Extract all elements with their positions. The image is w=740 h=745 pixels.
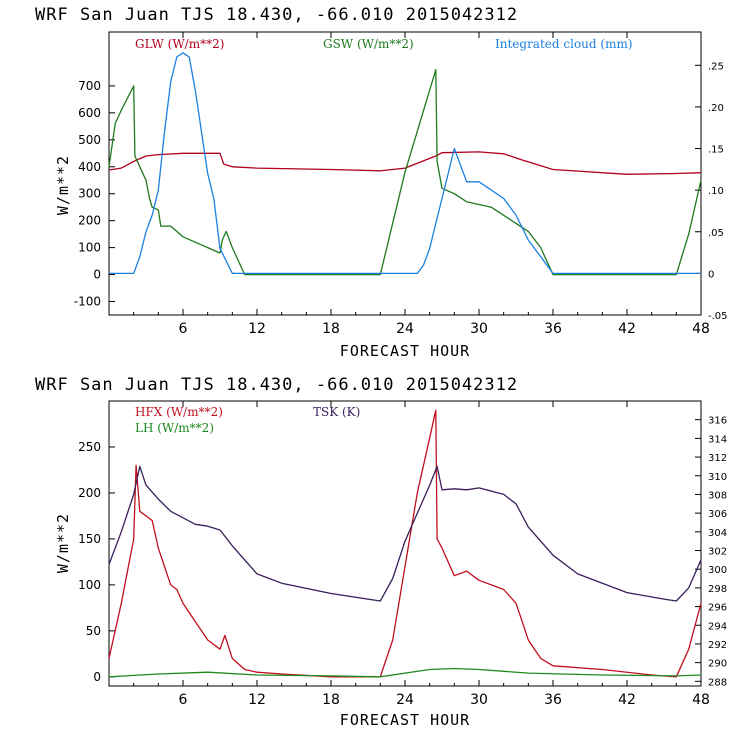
bottom-y-tick-label: 250 bbox=[78, 440, 101, 454]
bottom-plot-frame bbox=[108, 400, 702, 687]
top-plot-area: 6 12 18 24 30 36 42 48 -100 0 100 200 300 400 500 600 70… bbox=[74, 32, 728, 337]
top-x-tick-label: 24 bbox=[396, 321, 414, 337]
top-y2-tick-label: -.05 bbox=[708, 311, 728, 322]
panel-bottom: WRF San Juan TJS 18.430, -66.010 2015042… bbox=[35, 375, 727, 729]
bottom-y-tick-label: 100 bbox=[78, 578, 101, 592]
panel-top: WRF San Juan TJS 18.430, -66.010 2015042… bbox=[35, 5, 728, 360]
top-y2-tick-label: 0 bbox=[708, 269, 714, 280]
top-legend-entry-2: GSW (W/m**2) bbox=[323, 37, 414, 51]
bottom-y2-tick-label: 300 bbox=[708, 565, 727, 576]
top-y2-tick-label: .10 bbox=[708, 186, 724, 197]
top-y-tick-label: 500 bbox=[78, 133, 101, 147]
top-series-line-3 bbox=[109, 52, 701, 275]
bottom-y-tick-label: 50 bbox=[86, 624, 101, 638]
top-y-tick-label: 200 bbox=[78, 214, 101, 228]
top-x-tick-label: 42 bbox=[618, 321, 636, 337]
bottom-y-tick-label: 200 bbox=[78, 486, 101, 500]
bottom-x-tick-label: 42 bbox=[618, 692, 636, 708]
bottom-x-tick-label: 12 bbox=[248, 692, 266, 708]
top-x-tick-label: 48 bbox=[692, 321, 710, 337]
bottom-series-line-2 bbox=[108, 667, 702, 678]
top-x-tick-label: 6 bbox=[179, 321, 188, 337]
top-y-tick-label: 100 bbox=[78, 241, 101, 255]
top-x-tick-label: 36 bbox=[544, 321, 562, 337]
bottom-y2-tick-label: 298 bbox=[708, 584, 727, 595]
top-chart-title: WRF San Juan TJS 18.430, -66.010 2015042… bbox=[35, 5, 518, 25]
bottom-y2-tick-label: 312 bbox=[708, 453, 727, 464]
bottom-y2-tick-label: 308 bbox=[708, 490, 727, 501]
bottom-chart-title: WRF San Juan TJS 18.430, -66.010 2015042… bbox=[35, 375, 518, 395]
bottom-y2-tick-label: 310 bbox=[708, 472, 727, 483]
top-y-tick-label: -100 bbox=[74, 295, 101, 309]
bottom-y2-tick-label: 316 bbox=[708, 416, 727, 427]
bottom-legend-entry-1: HFX (W/m**2) bbox=[135, 405, 223, 419]
top-y-tick-label: 0 bbox=[93, 268, 101, 282]
top-y2-tick-label: .05 bbox=[708, 228, 724, 239]
bottom-y2-tick-label: 290 bbox=[708, 659, 727, 670]
top-y2-tick-label: .20 bbox=[708, 103, 724, 114]
top-y-axis-label: W/m**2 bbox=[54, 155, 72, 215]
top-x-tick-label: 12 bbox=[248, 321, 266, 337]
bottom-x-tick-label: 24 bbox=[396, 692, 414, 708]
top-legend-entry-3: Integrated cloud (mm) bbox=[495, 37, 633, 51]
bottom-y2-tick-label: 302 bbox=[708, 547, 727, 558]
bottom-y2-tick-label: 294 bbox=[708, 621, 727, 632]
bottom-y2-tick-label: 292 bbox=[708, 640, 727, 651]
bottom-plot-area: 6 12 18 24 30 36 42 48 0 50 100 150 200 250 288 290 292 2… bbox=[78, 401, 727, 708]
bottom-y2-tick-label: 304 bbox=[708, 528, 727, 539]
bottom-x-axis-label: FORECAST HOUR bbox=[340, 711, 470, 729]
bottom-legend-entry-3: TSK (K) bbox=[313, 405, 360, 419]
bottom-y2-tick-label: 296 bbox=[708, 603, 727, 614]
bottom-legend-entry-2: LH (W/m**2) bbox=[135, 421, 214, 435]
top-series-line-1 bbox=[108, 151, 702, 175]
top-y2-tick-label: .15 bbox=[708, 145, 724, 156]
top-legend-entry-1: GLW (W/m**2) bbox=[135, 37, 224, 51]
top-x-tick-label: 30 bbox=[470, 321, 488, 337]
top-series-line-2 bbox=[108, 69, 702, 276]
bottom-x-tick-label: 48 bbox=[692, 692, 710, 708]
top-y-tick-label: 400 bbox=[78, 160, 101, 174]
top-y-tick-label: 300 bbox=[78, 187, 101, 201]
bottom-x-tick-label: 18 bbox=[322, 692, 340, 708]
bottom-x-tick-label: 30 bbox=[470, 692, 488, 708]
top-y-tick-label: 600 bbox=[78, 106, 101, 120]
top-x-axis-label: FORECAST HOUR bbox=[340, 342, 470, 360]
bottom-y2-tick-label: 288 bbox=[708, 677, 727, 688]
bottom-y2-tick-label: 314 bbox=[708, 434, 727, 445]
bottom-x-tick-label: 6 bbox=[179, 692, 188, 708]
top-y-tick-label: 700 bbox=[78, 79, 101, 93]
bottom-series-line-1 bbox=[108, 409, 702, 678]
bottom-y-axis-label: W/m**2 bbox=[54, 513, 72, 573]
bottom-y-tick-label: 150 bbox=[78, 532, 101, 546]
bottom-series-line-3 bbox=[108, 465, 702, 602]
bottom-y-tick-label: 0 bbox=[93, 670, 101, 684]
top-x-tick-label: 18 bbox=[322, 321, 340, 337]
bottom-x-tick-label: 36 bbox=[544, 692, 562, 708]
top-y2-tick-label: .25 bbox=[708, 61, 724, 72]
bottom-y2-tick-label: 306 bbox=[708, 509, 727, 520]
